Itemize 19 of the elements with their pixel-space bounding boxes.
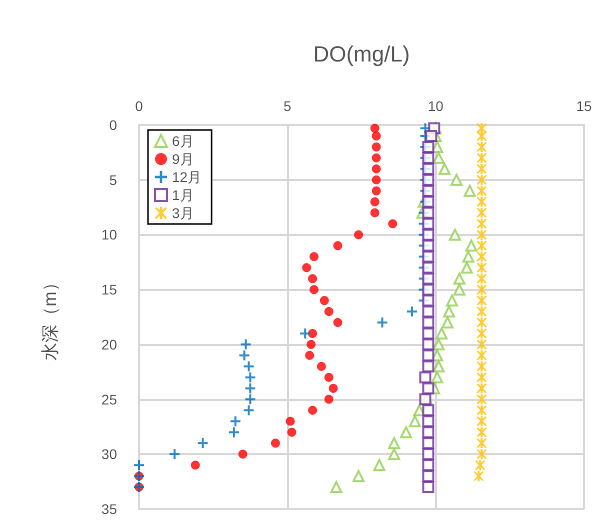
legend-label: 1月 [172, 187, 194, 203]
x-tick-label: 15 [576, 98, 592, 114]
legend-label: 6月 [172, 133, 194, 149]
y-axis-title: 水深（m） [40, 274, 60, 360]
x-axis-title: DO(mg/L) [313, 42, 410, 66]
legend-label: 12月 [172, 169, 202, 185]
x-tick-label: 0 [135, 98, 144, 114]
y-tick-label: 30 [101, 446, 118, 462]
legend-label: 3月 [172, 205, 194, 221]
x-tick-label: 10 [428, 98, 444, 114]
legend-label: 9月 [172, 151, 194, 167]
x-tick-label: 5 [283, 98, 292, 114]
y-tick-label: 25 [101, 391, 118, 408]
y-tick-label: 10 [101, 226, 118, 243]
y-tick-label: 15 [101, 282, 118, 298]
y-tick-label: 0 [109, 117, 118, 133]
y-tick-label: 5 [109, 172, 118, 188]
y-tick-label: 35 [101, 501, 118, 517]
y-tick-label: 20 [101, 336, 118, 352]
